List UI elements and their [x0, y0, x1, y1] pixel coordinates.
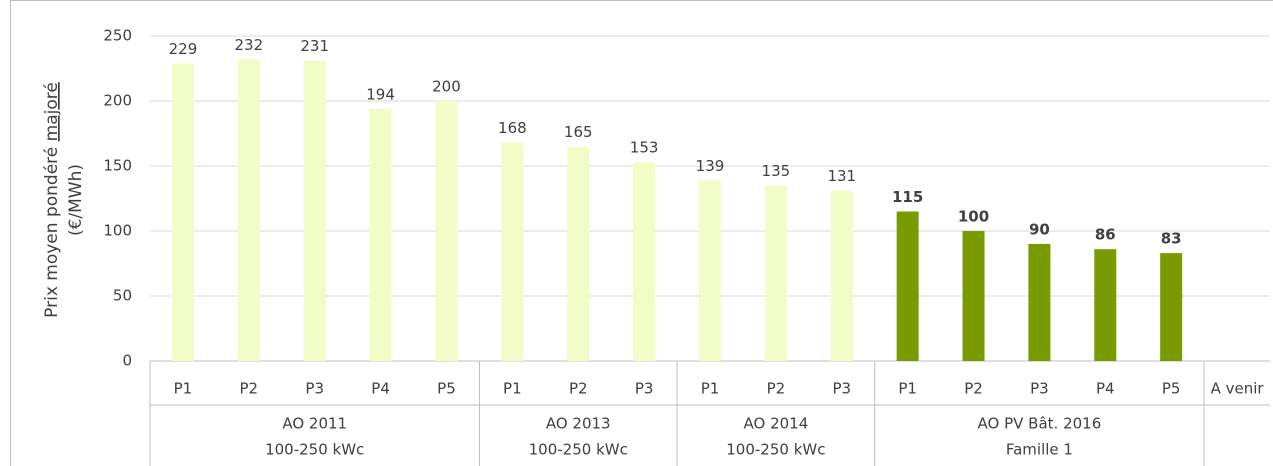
bar [896, 211, 919, 361]
data-label: 135 [762, 162, 791, 180]
bar [1160, 253, 1183, 361]
group-label: AO 2013 [546, 415, 611, 433]
y-axis-label: Prix moyen pondéré majoré [42, 82, 62, 318]
bar [1028, 244, 1051, 361]
y-tick-label: 100 [103, 222, 132, 240]
data-label: 153 [630, 139, 659, 157]
data-label: 139 [696, 157, 725, 175]
x-tick-label: P3 [635, 380, 654, 398]
bar [764, 185, 787, 361]
bar [303, 60, 326, 361]
group-label: 100-250 kWc [265, 441, 364, 459]
x-tick-label: P2 [569, 380, 588, 398]
x-tick-label: P3 [1030, 380, 1049, 398]
data-label: 168 [498, 119, 527, 137]
x-tick-label: P3 [832, 380, 851, 398]
data-label: 200 [432, 78, 461, 96]
data-label: 232 [235, 36, 264, 54]
y-tick-label: 150 [103, 157, 132, 175]
group-label: Famille 1 [1006, 441, 1073, 459]
x-tick-label: P1 [898, 380, 917, 398]
x-tick-label: P4 [371, 380, 390, 398]
data-label: 115 [892, 188, 923, 206]
x-tick-label: P1 [701, 380, 720, 398]
y-tick-label: 250 [103, 27, 132, 45]
data-label: 231 [300, 37, 329, 55]
data-label: 165 [564, 123, 593, 141]
x-tick-label: P2 [767, 380, 786, 398]
y-tick-label: 200 [103, 92, 132, 110]
x-tick-label: P5 [437, 380, 456, 398]
bar [1094, 249, 1117, 361]
x-tick-label: P5 [1162, 380, 1181, 398]
bar [171, 63, 194, 362]
group-label: AO PV Bât. 2016 [978, 415, 1102, 433]
data-label: 229 [169, 40, 198, 58]
bar [633, 162, 656, 361]
y-axis-unit: (€/MWh) [66, 164, 86, 236]
group-label: AO 2014 [744, 415, 809, 433]
data-label: 131 [827, 167, 856, 185]
x-tick-label: P2 [240, 380, 259, 398]
x-tick-label: P4 [1096, 380, 1115, 398]
data-label: 86 [1095, 226, 1116, 244]
data-label: 100 [958, 208, 989, 226]
bar [237, 59, 260, 362]
bar [567, 146, 590, 361]
bar [699, 180, 721, 361]
x-tick-label: P1 [503, 380, 522, 398]
bar [435, 101, 458, 361]
y-axis-label-text: Prix moyen pondéré [42, 147, 62, 318]
bar [369, 108, 392, 361]
y-axis-label-underlined: majoré [42, 82, 62, 141]
x-tick-label: P1 [174, 380, 193, 398]
bar [830, 190, 853, 361]
data-label: 194 [366, 85, 395, 103]
data-label: 83 [1161, 230, 1182, 248]
y-tick-label: 50 [113, 287, 132, 305]
x-tick-label: A venir [1211, 380, 1265, 398]
group-label: 100-250 kWc [726, 441, 825, 459]
data-label: 90 [1029, 221, 1050, 239]
group-label: 100-250 kWc [529, 441, 628, 459]
group-label: AO 2011 [282, 415, 347, 433]
y-tick-label: 0 [122, 352, 132, 370]
x-tick-label: P2 [964, 380, 983, 398]
bar [501, 142, 524, 361]
bar [962, 231, 985, 361]
x-tick-label: P3 [305, 380, 324, 398]
